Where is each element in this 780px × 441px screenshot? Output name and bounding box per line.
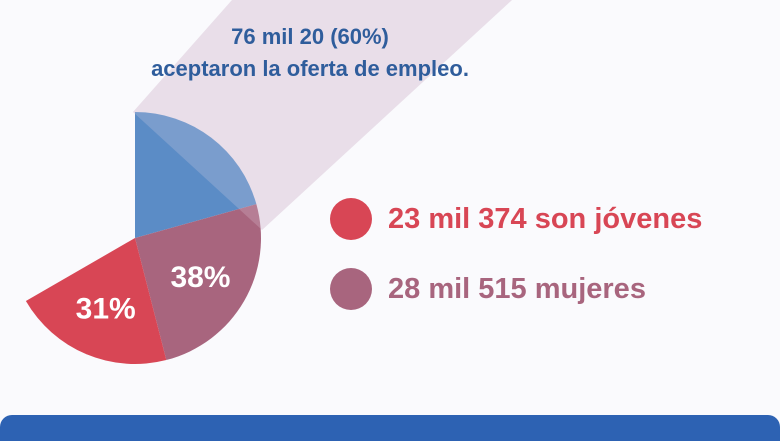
legend-dot-jovenes	[330, 198, 372, 240]
highlight-beam-overlay	[133, 0, 512, 230]
pie-slice-aceptaron	[135, 112, 257, 238]
slice-label-jovenes: 31%	[76, 293, 136, 326]
pie-slices	[25, 0, 512, 364]
legend-dot-mujeres	[330, 268, 372, 310]
legend-item-jovenes: 23 mil 374 son jóvenes	[330, 197, 702, 241]
pie-slice-jovenes	[25, 238, 167, 364]
headline-count: 76 mil 20 (60%)	[231, 24, 389, 49]
legend-label-jovenes: 23 mil 374 son jóvenes	[388, 202, 703, 235]
footer-bar	[0, 415, 780, 441]
legend-label-mujeres: 28 mil 515 mujeres	[388, 272, 646, 305]
legend-item-mujeres: 28 mil 515 mujeres	[330, 267, 646, 311]
slice-label-mujeres: 38%	[170, 261, 230, 294]
pie-slice-labels: 38% 31%	[76, 261, 231, 326]
headline-description: aceptaron la oferta de empleo.	[151, 56, 469, 81]
pie-slice-mujeres	[135, 204, 261, 361]
